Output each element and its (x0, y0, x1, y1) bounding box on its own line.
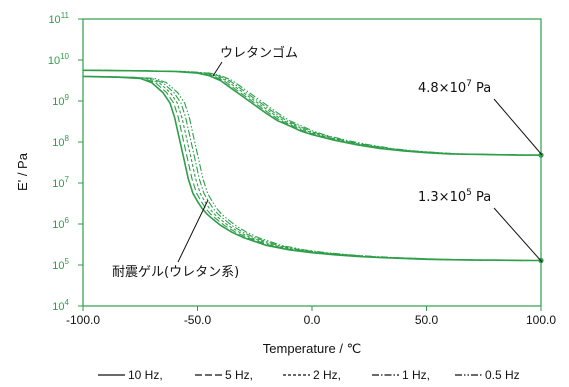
series-line-g2-s3 (90, 75, 541, 262)
plot-frame (82, 18, 542, 307)
y-tick-label: 107 (52, 175, 69, 190)
x-tick-label: -50.0 (184, 313, 212, 327)
y-axis-label: E' / Pa (15, 152, 30, 191)
endpoint-upper-leader (493, 98, 543, 156)
series-line-g2-s5 (97, 75, 541, 262)
series-line-g2-s4 (93, 75, 541, 262)
endpoint-lower-label: 1.3×105 Pa (418, 188, 491, 205)
x-tick-labels: -100.0 -50.0 0.0 50.0 100.0 (66, 306, 556, 327)
endpoint-lower-leader (493, 207, 543, 263)
seismic-gel-label: 耐震ゲル(ウレタン系) (112, 265, 239, 280)
series-line-g2-s2 (86, 75, 541, 262)
y-tick-label: 109 (52, 93, 69, 108)
urethane-rubber-leader (212, 61, 223, 77)
y-tick-label: 1010 (48, 52, 70, 67)
y-tick-labels: 104 105 106 107 108 109 1010 1011 (48, 11, 83, 313)
endpoint-upper-label: 4.8×107 Pa (418, 79, 491, 96)
series-layer (82, 69, 544, 264)
x-tick-label: 50.0 (415, 313, 439, 327)
x-axis-label: Temperature / ℃ (263, 341, 361, 356)
y-tick-label: 105 (52, 257, 69, 272)
legend-label: 5 Hz, (225, 368, 253, 382)
y-tick-label: 104 (52, 298, 69, 313)
x-tick-label: 100.0 (526, 313, 556, 327)
x-tick-label: 0.0 (304, 313, 321, 327)
series-line-g1-s2 (85, 69, 541, 156)
y-tick-label: 108 (52, 134, 69, 149)
series-line-g2-s1 (82, 75, 541, 262)
x-tick-label: -100.0 (66, 313, 100, 327)
seismic-gel-leader (177, 199, 209, 263)
legend-label: 2 Hz, (313, 368, 341, 382)
series-line-g1-s5 (94, 69, 541, 156)
legend-label: 0.5 Hz (485, 368, 520, 382)
series-line-g1-s3 (88, 69, 541, 156)
urethane-rubber-label: ウレタンゴム (220, 45, 298, 61)
y-tick-label: 106 (52, 216, 69, 231)
y-tick-label: 1011 (48, 11, 69, 26)
legend-label: 10 Hz, (128, 368, 163, 382)
legend-label: 1 Hz, (402, 368, 430, 382)
legend: 10 Hz, 5 Hz, 2 Hz, 1 Hz, 0.5 Hz (98, 368, 520, 382)
